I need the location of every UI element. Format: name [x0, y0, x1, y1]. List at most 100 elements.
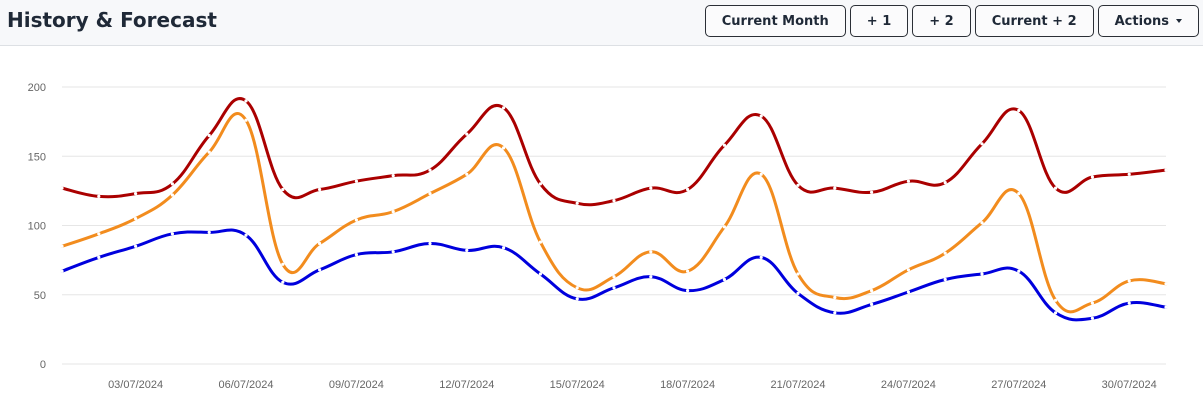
data-point — [502, 246, 506, 250]
data-point — [134, 244, 138, 248]
data-point — [60, 269, 64, 273]
data-point — [97, 232, 101, 236]
data-point — [244, 233, 248, 237]
data-point — [906, 290, 911, 294]
data-point — [502, 146, 506, 150]
data-point — [391, 174, 395, 178]
data-point — [354, 218, 358, 222]
data-point — [796, 291, 800, 295]
data-point — [612, 275, 616, 279]
data-point — [1054, 311, 1058, 315]
data-point — [906, 179, 911, 183]
data-point — [575, 286, 579, 290]
data-point — [870, 302, 874, 306]
data-point — [1017, 269, 1021, 273]
data-point — [870, 289, 874, 293]
data-point — [60, 186, 64, 190]
data-point — [318, 187, 322, 192]
data-point — [97, 194, 101, 198]
data-point — [1054, 186, 1058, 190]
data-point — [980, 221, 984, 225]
data-point — [1090, 301, 1094, 305]
x-tick-label: 18/07/2024 — [660, 379, 715, 391]
actions-button-label: Actions — [1114, 13, 1169, 29]
data-point — [170, 232, 174, 236]
caret-down-icon — [1176, 19, 1182, 23]
data-point — [281, 262, 285, 266]
data-point — [722, 225, 727, 229]
data-point — [134, 217, 138, 221]
data-point — [1127, 172, 1131, 176]
y-tick-label: 150 — [28, 151, 46, 163]
plus-2-button-label: + 2 — [929, 13, 954, 29]
data-point — [1127, 301, 1131, 305]
data-point — [318, 241, 322, 246]
x-tick-label: 03/07/2024 — [108, 379, 163, 391]
data-point — [833, 295, 837, 300]
data-point — [833, 186, 837, 190]
data-point — [759, 114, 763, 118]
data-point — [686, 187, 690, 192]
data-point — [1090, 316, 1094, 320]
data-point — [207, 133, 211, 138]
data-point — [722, 277, 727, 282]
series-points — [60, 99, 1168, 320]
data-point — [428, 241, 432, 246]
data-point — [354, 253, 358, 257]
data-point — [686, 269, 690, 273]
data-point — [428, 168, 432, 172]
current-month-button-label: Current Month — [721, 13, 829, 29]
data-point — [502, 106, 506, 110]
y-tick-label: 100 — [28, 221, 46, 233]
data-point — [97, 255, 101, 259]
y-tick-label: 200 — [28, 82, 46, 94]
x-axis-ticks: 03/07/2024 06/07/2024 09/07/2024 12/07/2024… — [108, 379, 1157, 391]
data-point — [465, 172, 469, 176]
series-line-0 — [60, 97, 1168, 207]
data-point — [281, 187, 285, 192]
data-point — [60, 244, 64, 248]
data-point — [318, 268, 322, 272]
y-tick-label: 0 — [40, 359, 46, 371]
data-point — [870, 190, 874, 194]
data-point — [538, 240, 543, 244]
data-point — [465, 248, 469, 252]
panel-header: History & Forecast Current Month + 1 + 2… — [0, 0, 1203, 46]
grid-lines — [62, 86, 1166, 365]
data-point — [796, 183, 800, 187]
data-point — [980, 142, 984, 146]
data-point — [1017, 108, 1021, 113]
plus-1-button[interactable]: + 1 — [849, 5, 909, 37]
data-point — [575, 201, 579, 205]
data-point — [1127, 279, 1131, 283]
data-point — [943, 251, 947, 255]
actions-dropdown-button[interactable]: Actions — [1097, 5, 1199, 37]
current-plus-2-button-label: Current + 2 — [991, 13, 1077, 29]
x-tick-label: 30/07/2024 — [1102, 379, 1157, 391]
data-point — [722, 143, 727, 147]
data-point — [281, 280, 285, 284]
data-point — [980, 272, 984, 276]
data-point — [391, 210, 395, 214]
data-point — [612, 199, 616, 203]
series-line-1 — [60, 111, 1168, 314]
data-point — [943, 277, 947, 282]
data-point — [207, 150, 211, 154]
history-forecast-chart: 0 50 100 150 200 03/07/2024 06/07/2024 09/07/2… — [28, 82, 1168, 391]
plus-2-button[interactable]: + 2 — [912, 5, 971, 37]
data-point — [538, 182, 543, 186]
data-point — [796, 272, 800, 276]
data-point — [1164, 282, 1168, 286]
current-month-button[interactable]: Current Month — [704, 5, 846, 37]
data-point — [906, 268, 911, 272]
data-point — [575, 297, 579, 301]
data-point — [759, 172, 763, 176]
panel-title: History & Forecast — [7, 8, 217, 32]
data-point — [686, 289, 690, 293]
x-tick-label: 12/07/2024 — [439, 379, 494, 391]
data-point — [354, 179, 358, 183]
current-plus-2-button[interactable]: Current + 2 — [974, 5, 1094, 37]
data-point — [612, 286, 616, 290]
data-point — [759, 255, 763, 259]
data-point — [943, 181, 947, 185]
